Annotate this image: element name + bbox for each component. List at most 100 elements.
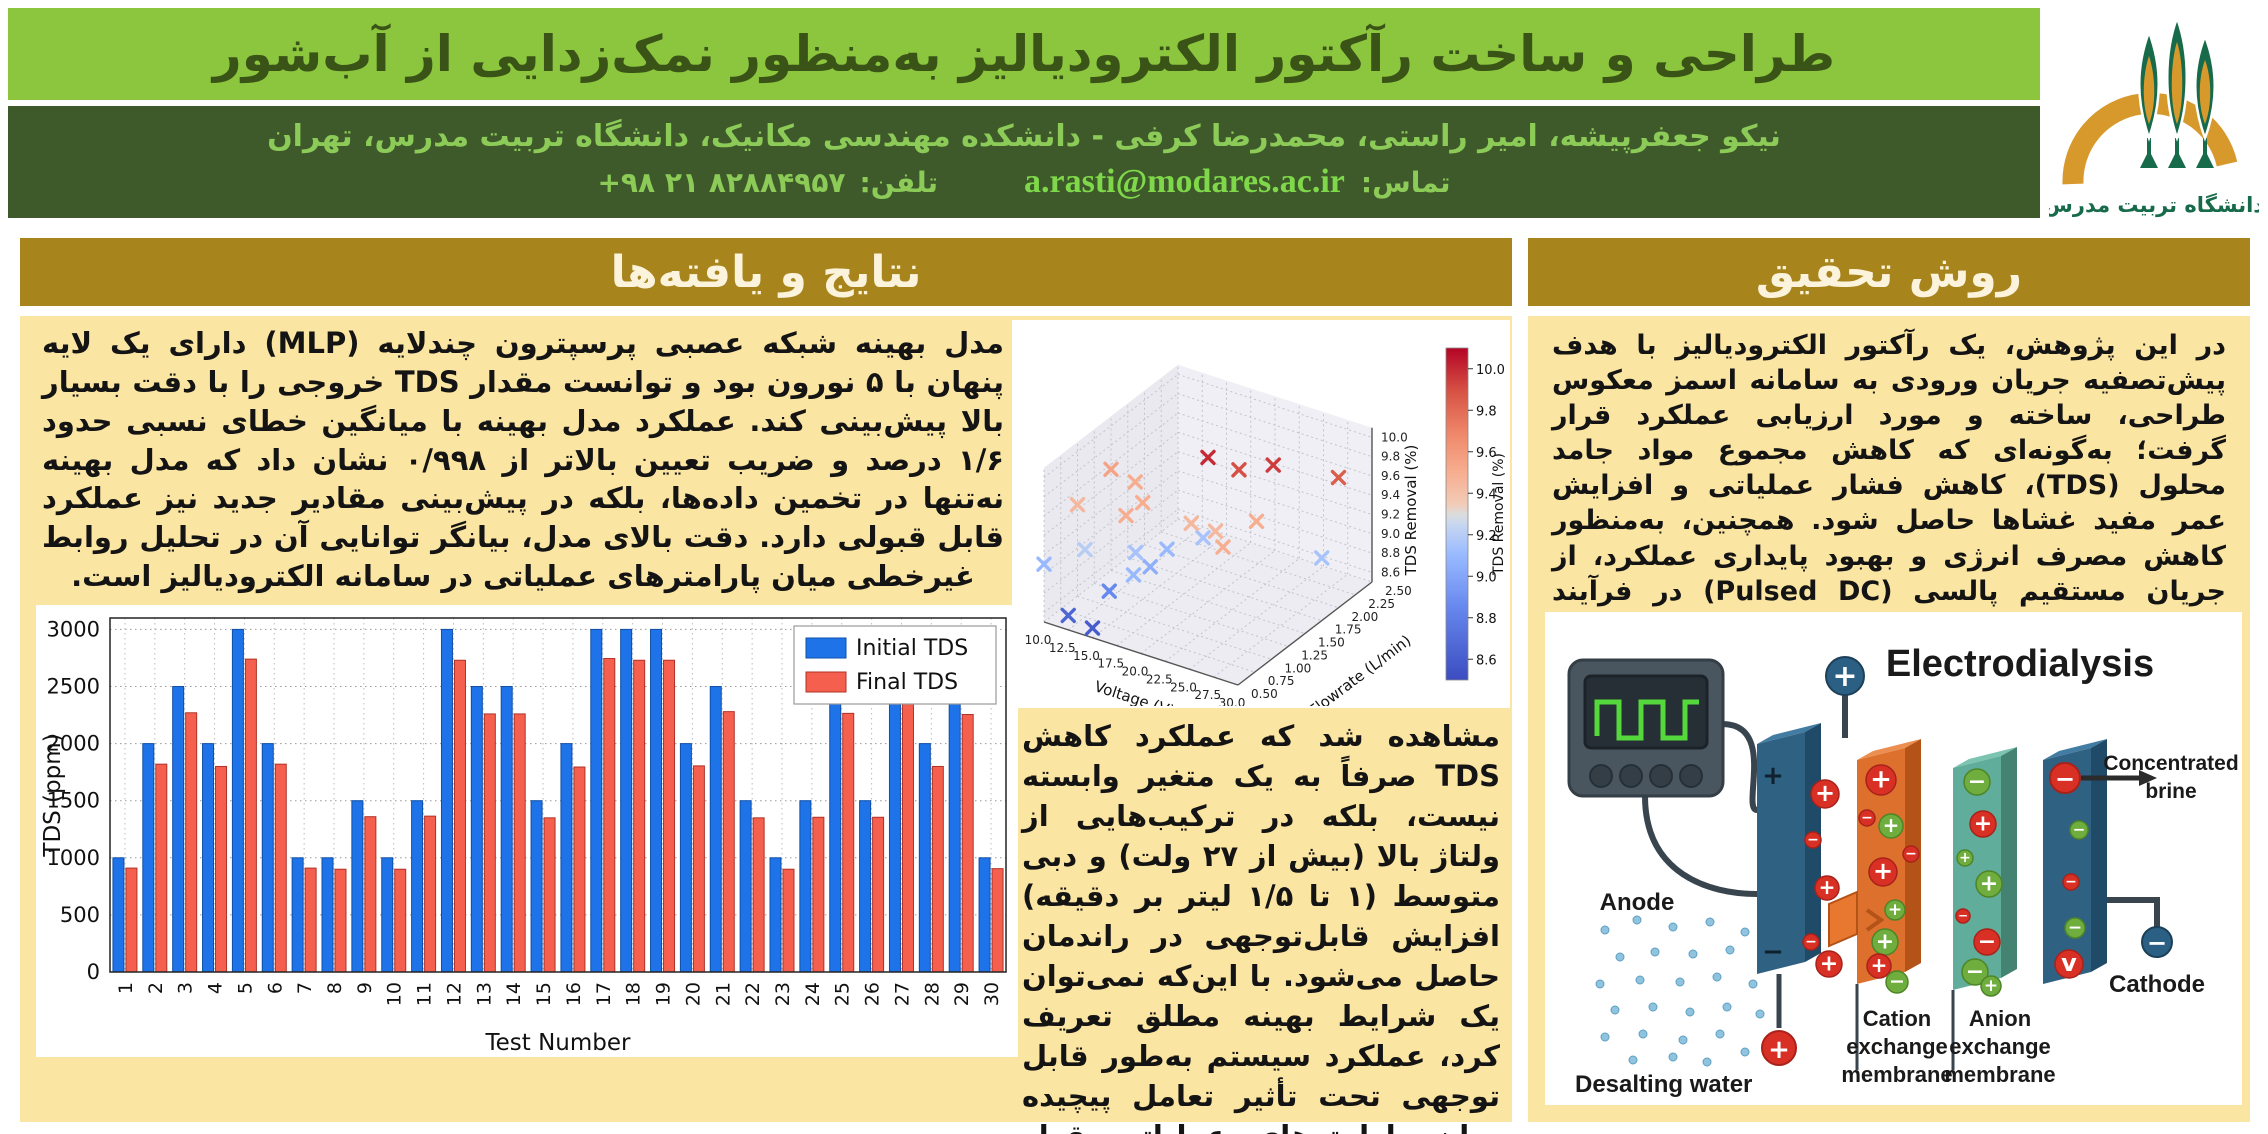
barchart-box: 0 500 1000 1500 2000 2500 3000 1 2 3 4 5 6 7 8 9 10 11 12 1… [36,605,1018,1057]
svg-text:+: + [1876,930,1894,955]
device-knob[interactable] [1679,764,1703,788]
svg-text:13: 13 [473,982,495,1006]
svg-text:−: − [1968,770,1986,795]
svg-text:−: − [1861,810,1873,826]
svg-text:+: + [1888,900,1902,920]
method-header: روش تحقیق [1528,238,2250,306]
svg-text:TDS Removal (%): TDS Removal (%) [1491,453,1507,576]
svg-text:Final TDS: Final TDS [856,670,958,695]
results-panel: مدل بهینه شبکه عصبی پرسپترون چندلایه (ML… [20,316,1512,1134]
svg-text:18: 18 [623,982,645,1006]
svg-text:21: 21 [712,982,734,1006]
svg-text:membrane: membrane [1944,1062,2055,1087]
svg-text:9.4: 9.4 [1381,488,1400,502]
svg-text:+: + [1974,812,1992,837]
method-column: روش تحقیق در این پژوهش، یک رآکتور الکترو… [1528,238,2250,1122]
svg-text:2.00: 2.00 [1352,610,1379,624]
svg-text:8.8: 8.8 [1476,612,1497,627]
contact-label: تماس: [1360,166,1451,199]
svg-text:brine: brine [2145,780,2196,803]
results-column: نتایج و یافته‌ها مدل بهینه شبکه عصبی پرس… [20,238,1512,1134]
page-title: طراحی و ساخت رآکتور الکترودیالیز به‌منظو… [212,25,1836,83]
svg-text:1.50: 1.50 [1318,636,1345,650]
svg-text:+: + [1959,850,1971,866]
svg-text:11: 11 [414,982,436,1006]
svg-text:+: + [1871,953,1888,977]
svg-text:2000: 2000 [47,732,100,756]
svg-text:Test Number: Test Number [485,1030,632,1056]
svg-text:10.0: 10.0 [1476,363,1505,378]
svg-text:TDS Removal (%): TDS Removal (%) [1402,445,1420,577]
label-cation-membrane: Cation [1863,1006,1931,1031]
svg-text:15: 15 [533,982,555,1006]
svg-text:20.0: 20.0 [1122,665,1149,679]
svg-text:+: + [1820,952,1838,977]
anode-minus-mark: − [1762,937,1784,967]
svg-text:29: 29 [951,982,973,1006]
pulse-wave [1594,699,1699,741]
svg-text:9.8: 9.8 [1381,450,1400,464]
anode-bottom-terminal: + [1761,974,1797,1066]
university-logo: دانشگاه تربیت مدرس [2049,14,2259,217]
authors-band: نیکو جعفرپیشه، امیر راستی، محمدرضا کرفی … [8,106,2040,218]
label-brine: Concentrated [2103,752,2238,775]
svg-text:27.5: 27.5 [1194,688,1221,702]
svg-text:1500: 1500 [47,789,100,813]
svg-text:7: 7 [294,982,316,994]
svg-text:3000: 3000 [47,617,100,641]
cation-tab [1828,890,1885,948]
svg-text:1.25: 1.25 [1301,648,1328,662]
svg-text:20: 20 [682,982,704,1006]
svg-text:27: 27 [891,982,913,1006]
svg-text:9.0: 9.0 [1476,570,1497,585]
svg-text:+: + [1815,779,1835,807]
svg-text:−: − [1905,846,1917,862]
svg-text:12.5: 12.5 [1049,641,1076,655]
svg-text:1.00: 1.00 [1285,661,1312,675]
svg-text:−: − [2068,918,2082,938]
svg-text:24: 24 [802,982,824,1006]
electrodialysis-diagram: +−+−++− ++−+++−−+++−−−+−−−v + − + + [1567,643,2239,1098]
pulse-generator [1567,658,1725,798]
results-heading: نتایج و یافته‌ها [610,246,922,298]
svg-text:+: + [1873,857,1893,885]
method-heading: روش تحقیق [1755,246,2023,298]
water-dots [1595,915,1768,1067]
svg-text:12: 12 [443,982,465,1006]
device-knob[interactable] [1589,764,1613,788]
svg-text:25.0: 25.0 [1170,680,1197,694]
email-link[interactable]: a.rasti@modares.ac.ir [1024,163,1345,200]
device-knob[interactable] [1649,764,1673,788]
svg-text:−: − [2073,821,2086,839]
phone-number: +۹۸ ۲۱ ۸۲۸۸۴۹۵۷ [597,166,846,199]
svg-text:exchange: exchange [1949,1034,2051,1059]
svg-text:−: − [1978,930,1996,955]
svg-text:−: − [2065,874,2077,890]
phone-label: تلفن: [859,166,939,199]
svg-text:−: − [2147,929,2167,957]
device-knob[interactable] [1619,764,1643,788]
svg-text:4: 4 [205,982,227,994]
results-header: نتایج و یافته‌ها [20,238,1512,306]
svg-text:9.0: 9.0 [1381,527,1400,541]
label-cathode: Cathode [2109,971,2205,998]
svg-text:1.75: 1.75 [1335,623,1362,637]
svg-text:10: 10 [384,982,406,1006]
svg-text:19: 19 [653,982,675,1006]
svg-text:9.2: 9.2 [1476,529,1497,544]
svg-text:+: + [1980,872,1998,897]
anode-plus-mark: + [1762,761,1784,791]
svg-text:−: − [1805,934,1817,950]
diagram-box: + − + − + + − + + − + + + − − + + + − − − + − − − v + − + + [1545,612,2242,1105]
svg-text:8.6: 8.6 [1381,565,1400,579]
svg-text:9.4: 9.4 [1476,487,1497,502]
phone-group: تلفن: +۹۸ ۲۱ ۸۲۸۸۴۹۵۷ [597,166,938,199]
scatter-caption: مشاهده شد که عملکرد کاهش TDS صرفاً به یک… [1022,719,1500,1134]
svg-text:14: 14 [503,982,525,1006]
svg-text:10.0: 10.0 [1381,430,1408,444]
method-panel: در این پژوهش، یک رآکتور الکترودیالیز با … [1528,316,2250,1122]
svg-text:−: − [1966,960,1984,985]
svg-text:23: 23 [772,982,794,1006]
logo-box: دانشگاه تربیت مدرس [2040,0,2268,234]
